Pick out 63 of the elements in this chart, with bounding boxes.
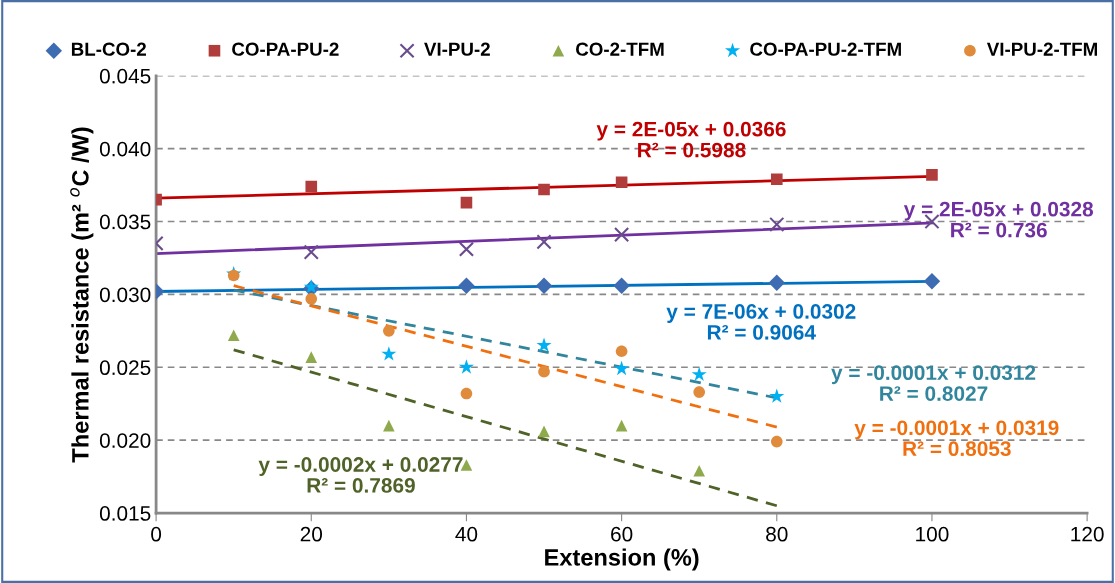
annotation: y = -0.0001x + 0.0319 R² = 0.8053 [854, 420, 1059, 457]
point [305, 351, 318, 363]
point [536, 234, 552, 250]
point [769, 216, 785, 233]
point [381, 346, 397, 361]
point [538, 365, 550, 378]
x-tick-label: 20 [300, 526, 323, 542]
point [924, 213, 940, 230]
point [615, 419, 628, 432]
x-tick-label: 60 [611, 526, 633, 542]
point [458, 277, 475, 294]
point [305, 180, 318, 193]
point [923, 273, 941, 290]
y-tick-label: 0.035 [99, 214, 151, 230]
legend-label: CO-PA-PU-2-TFM [750, 42, 901, 56]
point [613, 277, 630, 294]
point [693, 464, 706, 477]
x-tick-label: 100 [916, 526, 949, 542]
point [538, 183, 550, 196]
point [458, 359, 474, 374]
point [613, 227, 630, 243]
x-tick-label: 80 [766, 526, 788, 542]
point [769, 388, 785, 403]
legend-label: VI-PU-2-TFM [986, 42, 1097, 56]
point [383, 419, 395, 432]
y-axis-title: Thermal resistance (m² $^{o}$C /W) [70, 127, 94, 463]
point [926, 169, 938, 181]
y-tick-label: 0.020 [99, 433, 151, 448]
point [460, 387, 473, 400]
y-tick-label: 0.040 [99, 141, 151, 157]
y-tick-label: 0.045 [99, 68, 151, 84]
legend-label: CO-2-TFM [576, 42, 664, 56]
x-tick-label: 40 [455, 526, 478, 542]
annotation: y = -0.0001x + 0.0312 R² = 0.8027 [831, 365, 1036, 401]
point [303, 244, 319, 260]
y-tick-label: 0.030 [99, 287, 151, 303]
point [615, 345, 628, 358]
annotation: y = -0.0002x + 0.0277 R² = 0.7869 [258, 457, 463, 493]
point [460, 196, 473, 209]
point [770, 173, 783, 186]
point [227, 329, 240, 342]
point [615, 176, 628, 188]
legend-label: VI-PU-2 [424, 42, 490, 56]
legend-label: CO-PA-PU-2 [232, 42, 339, 56]
x-axis-title: Extension (%) [545, 548, 699, 571]
legend-label: BL-CO-2 [71, 42, 146, 56]
point [535, 277, 553, 294]
y-tick-label: 0.025 [99, 360, 151, 376]
annotation: y = 2E-05x + 0.0366 R² = 0.5988 [596, 121, 786, 158]
annotation: y = 7E-06x + 0.0302 R² = 0.9064 [666, 304, 856, 340]
x-tick-label: 120 [1071, 526, 1104, 542]
point [770, 435, 783, 448]
point [693, 386, 706, 398]
y-tick-label: 0.015 [99, 506, 151, 521]
x-tick-label: 0 [151, 526, 162, 542]
point [768, 274, 785, 291]
annotation: y = 2E-05x + 0.0328 R² = 0.736 [903, 201, 1094, 238]
point [614, 360, 630, 376]
point [536, 337, 552, 352]
point [691, 366, 707, 381]
point [458, 241, 475, 257]
point [305, 292, 318, 305]
point [383, 325, 395, 337]
